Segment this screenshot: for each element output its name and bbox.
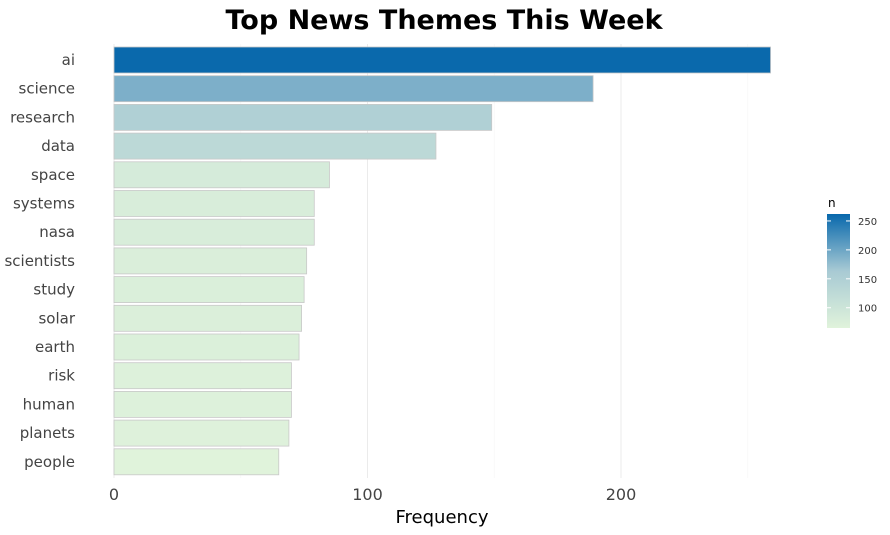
x-tick-label: 100 [352,485,383,504]
bar-earth [113,333,300,361]
bar-planets [113,419,290,447]
bar-nasa [113,218,315,246]
bar-study [113,276,305,304]
legend-tick-label: 250 [858,217,877,228]
category-label: study [33,281,75,299]
x-tick-label: 200 [606,485,637,504]
legend-title: n [828,196,836,210]
bar-data [113,132,437,160]
legend-tick-label: 200 [858,246,877,257]
category-label: earth [35,338,75,356]
color-legend: n 250 200 150 100 [827,196,877,328]
category-labels: ai science research data space systems nasa sci… [4,51,75,471]
category-label: ai [62,51,75,69]
bar-people [113,448,280,476]
category-label: nasa [39,223,75,241]
legend-tick-label: 150 [858,275,877,286]
x-tick-labels: 0 100 200 [109,485,636,504]
category-label: science [19,80,75,98]
category-label: planets [20,424,75,442]
category-label: systems [13,195,75,213]
category-label: data [41,137,75,155]
category-label: risk [48,367,75,385]
bar-human [113,390,292,418]
bars [113,46,771,476]
bar-systems [113,190,315,217]
x-axis-title: Frequency [396,507,489,528]
category-label: scientists [4,252,75,270]
category-label: research [10,108,75,126]
category-label: space [31,166,75,184]
x-tick-label: 0 [109,485,119,504]
legend-color-bar [827,214,850,328]
chart-title: Top News Themes This Week [225,5,663,36]
bar-risk [113,362,292,390]
category-label: people [24,453,75,471]
bar-scientists [113,247,308,275]
category-label: solar [38,309,75,327]
bar-solar [113,304,302,332]
bar-science [113,75,594,103]
legend-tick-label: 100 [858,304,877,315]
bar-space [113,161,330,189]
category-label: human [23,395,75,413]
bar-research [113,104,493,131]
bar-ai [113,46,771,74]
